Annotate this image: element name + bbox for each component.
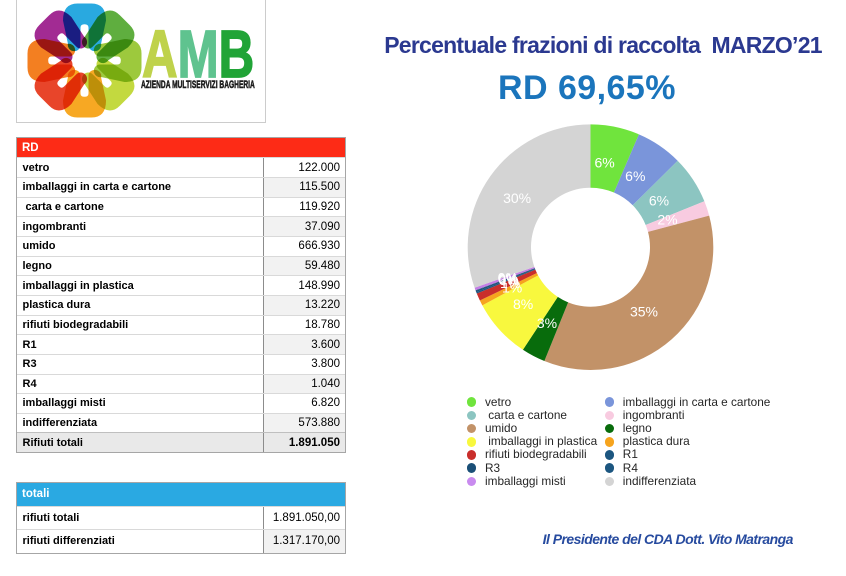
svg-text:0%: 0%: [498, 271, 518, 287]
svg-text:B: B: [219, 18, 255, 92]
svg-text:M: M: [178, 18, 219, 92]
svg-text:35%: 35%: [630, 303, 658, 319]
svg-text:0%: 0%: [499, 272, 519, 288]
svg-text:6%: 6%: [649, 192, 669, 208]
svg-text:6%: 6%: [594, 154, 614, 170]
svg-text:6%: 6%: [625, 168, 645, 184]
svg-text:30%: 30%: [503, 190, 531, 206]
svg-text:3%: 3%: [537, 315, 557, 331]
svg-text:2%: 2%: [657, 212, 677, 228]
svg-text:A: A: [142, 18, 178, 92]
svg-text:AZIENDA MULTISERVIZI BAGHERIA: AZIENDA MULTISERVIZI BAGHERIA: [141, 78, 255, 90]
svg-text:0%: 0%: [498, 271, 518, 287]
svg-text:0%: 0%: [498, 270, 518, 286]
svg-text:1%: 1%: [500, 275, 520, 291]
svg-text:8%: 8%: [513, 296, 533, 312]
svg-text:1%: 1%: [502, 279, 522, 295]
